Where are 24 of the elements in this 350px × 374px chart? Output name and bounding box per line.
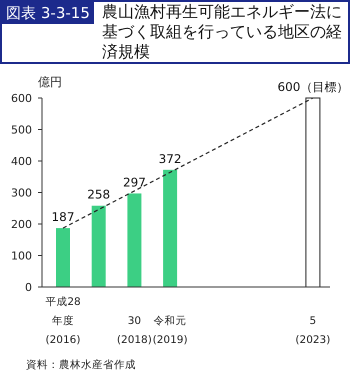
x-tick-label: 令和元 (2019) <box>152 314 189 348</box>
data-label: 600（目標） <box>277 80 348 94</box>
bar <box>56 228 70 287</box>
y-tick-label: 0 <box>25 281 32 294</box>
chart-title: 図表 3-3-15 <box>2 2 94 24</box>
bar <box>127 193 142 287</box>
bar <box>92 206 106 287</box>
y-tick-label: 600 <box>11 92 32 105</box>
chart-subtitle: 農山漁村再生可能エネルギー法に基づく取組を行っている地区の経済規模 <box>102 2 343 62</box>
y-tick-label: 500 <box>11 124 32 136</box>
data-label: 187 <box>52 210 74 224</box>
data-label: 297 <box>122 175 146 190</box>
y-tick-label: 400 <box>11 155 32 168</box>
y-tick-label: 300 <box>11 186 32 200</box>
bar <box>163 170 178 287</box>
text: 資料：農林水産省作成 <box>26 358 136 371</box>
y-tick-label: 200 <box>11 218 32 231</box>
x-tick-label: 30 (2018) <box>116 314 153 348</box>
data-label: 372 <box>158 152 182 166</box>
y-tick-label: 100 <box>11 250 32 262</box>
y-axis-title: 億円 <box>38 75 62 89</box>
x-tick-label: 平成28年度 (2016) <box>44 295 82 348</box>
x-tick-label: 5 (2023) <box>294 314 332 348</box>
data-label: 258 <box>87 188 110 202</box>
